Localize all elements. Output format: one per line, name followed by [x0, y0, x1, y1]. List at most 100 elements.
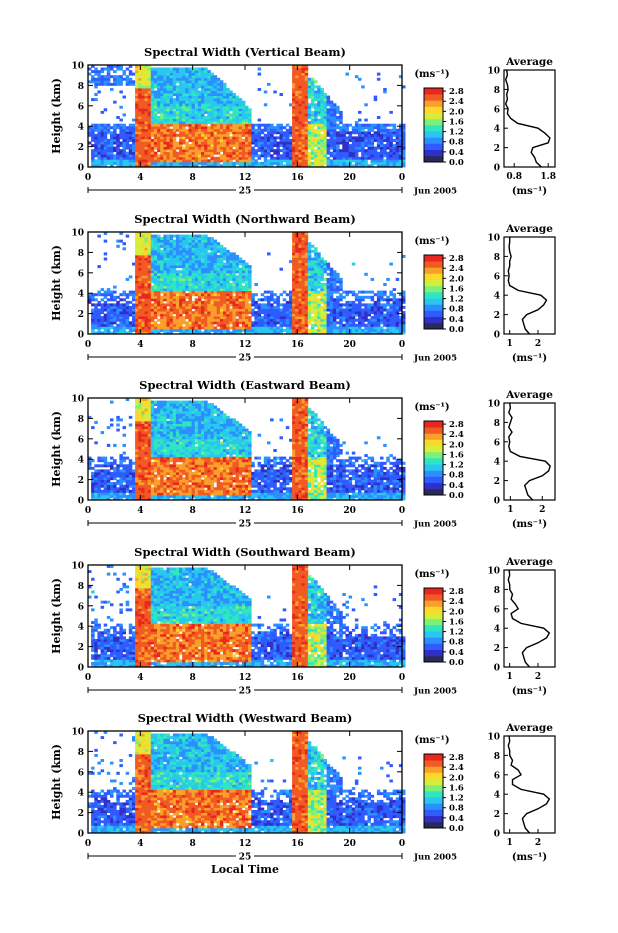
heatmap-cell: [242, 152, 246, 155]
heatmap-cell: [201, 152, 205, 155]
heatmap-cell: [154, 159, 158, 162]
heatmap-cell: [308, 103, 312, 106]
heatmap-cell: [289, 321, 293, 324]
colorbar-tick-label: 2.4: [449, 97, 464, 107]
heatmap-cell: [229, 139, 233, 142]
heatmap-cell: [289, 129, 293, 132]
heatmap-cell: [173, 129, 177, 132]
heatmap-cell: [377, 73, 381, 76]
heatmap-cell: [179, 124, 183, 127]
heatmap-cell: [123, 309, 127, 312]
heatmap-cell: [119, 91, 123, 94]
heatmap-cell: [292, 326, 296, 329]
heatmap-cell: [214, 316, 218, 319]
heatmap-cell: [148, 98, 152, 101]
heatmap-cell: [182, 321, 186, 324]
heatmap-cell: [261, 309, 265, 312]
heatmap-cell: [148, 144, 152, 147]
heatmap-cell: [160, 108, 164, 111]
heatmap-cell: [292, 242, 296, 245]
heatmap-cell: [214, 240, 218, 243]
heatmap-cell: [324, 293, 328, 296]
heatmap-cell: [189, 124, 193, 127]
heatmap-cell: [311, 126, 315, 129]
x-tick-label: 12: [239, 173, 252, 183]
heatmap-cell: [386, 129, 390, 132]
heatmap-cell: [185, 152, 189, 155]
heatmap-cell: [308, 136, 312, 139]
heatmap-cell: [311, 293, 315, 296]
heatmap-cell: [311, 152, 315, 155]
heatmap-cell: [189, 278, 193, 281]
heatmap-cell: [157, 324, 161, 327]
heatmap-cell: [236, 98, 240, 101]
heatmap-cell: [302, 265, 306, 268]
heatmap-cell: [264, 147, 268, 150]
heatmap-cell: [254, 149, 258, 152]
heatmap-cell: [132, 124, 136, 127]
heatmap-cell: [107, 154, 111, 157]
heatmap-cell: [110, 136, 114, 139]
heatmap-cell: [264, 329, 268, 332]
heatmap-cell: [292, 321, 296, 324]
heatmap-cell: [305, 78, 309, 81]
heatmap-cell: [97, 124, 101, 127]
heatmap-cell: [223, 98, 227, 101]
average-x-label: (ms⁻¹): [512, 186, 547, 197]
heatmap-cell: [170, 119, 174, 122]
heatmap-cell: [223, 321, 227, 324]
heatmap-cell: [189, 88, 193, 91]
heatmap-cell: [154, 98, 158, 101]
heatmap-cell: [258, 126, 262, 129]
heatmap-cell: [157, 245, 161, 248]
heatmap-cell: [207, 326, 211, 329]
heatmap-cell: [211, 270, 215, 273]
heatmap-cell: [173, 270, 177, 273]
heatmap-cell: [154, 142, 158, 145]
heatmap-cell: [302, 108, 306, 111]
heatmap-cell: [327, 101, 331, 104]
heatmap-cell: [129, 73, 133, 76]
heatmap-cell: [104, 154, 108, 157]
heatmap-cell: [327, 309, 331, 312]
heatmap-cell: [170, 154, 174, 157]
heatmap-cell: [214, 75, 218, 78]
heatmap-cell: [207, 319, 211, 322]
heatmap-cell: [330, 301, 334, 304]
heatmap-cell: [295, 319, 299, 322]
heatmap-cell: [305, 319, 309, 322]
heatmap-cell: [217, 162, 221, 165]
heatmap-cell: [342, 126, 346, 129]
heatmap-cell: [389, 147, 393, 150]
heatmap-cell: [320, 321, 324, 324]
heatmap-cell: [145, 326, 149, 329]
heatmap-cell: [113, 154, 117, 157]
heatmap-cell: [163, 296, 167, 299]
heatmap-cell: [148, 326, 152, 329]
heatmap-cell: [192, 240, 196, 243]
heatmap-cell: [232, 270, 236, 273]
heatmap-cell: [371, 142, 375, 145]
heatmap-cell: [217, 108, 221, 111]
heatmap-cell: [374, 139, 378, 142]
heatmap-cell: [138, 88, 142, 91]
heatmap-cell: [154, 291, 158, 294]
heatmap-cell: [185, 278, 189, 281]
heatmap-cell: [154, 252, 158, 255]
heatmap-cell: [101, 78, 105, 81]
heatmap-cell: [173, 149, 177, 152]
heatmap-cell: [179, 116, 183, 119]
heatmap-cell: [270, 321, 274, 324]
heatmap-cell: [258, 316, 262, 319]
heatmap-cell: [173, 311, 177, 314]
heatmap-cell: [201, 162, 205, 165]
heatmap-cell: [305, 301, 309, 304]
heatmap-cell: [145, 319, 149, 322]
heatmap-cell: [368, 149, 372, 152]
heatmap-cell: [132, 162, 136, 165]
heatmap-cell: [311, 329, 315, 332]
heatmap-cell: [280, 268, 284, 271]
heatmap-cell: [327, 265, 331, 268]
heatmap-cell: [167, 68, 171, 71]
heatmap-cell: [138, 113, 142, 116]
